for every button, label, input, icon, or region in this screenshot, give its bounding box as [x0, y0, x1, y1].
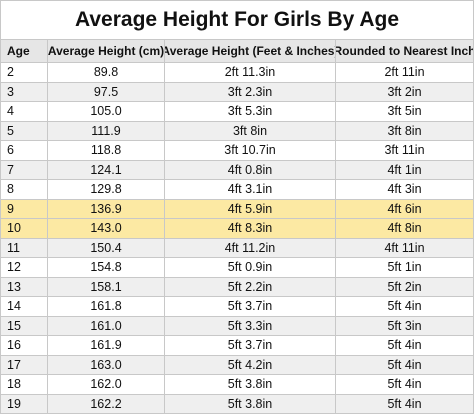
table-cell: 5ft 2in	[336, 277, 473, 296]
table-cell: 4ft 3in	[336, 180, 473, 199]
table-cell: 4ft 1in	[336, 160, 473, 179]
table-cell: 5ft 4.2in	[165, 355, 335, 374]
table-cell: 5ft 4in	[336, 336, 473, 355]
table-cell: 3ft 10.7in	[165, 141, 335, 160]
table-cell: 11	[1, 238, 47, 257]
column-header: Average Height (cm)	[48, 40, 164, 62]
table-cell: 4ft 5.9in	[165, 199, 335, 218]
table-cell: 143.0	[48, 219, 164, 238]
table-cell: 18	[1, 375, 47, 394]
column-header: Average Height (Feet & Inches)	[165, 40, 335, 62]
table-cell: 4	[1, 102, 47, 121]
table-cell: 5ft 3.3in	[165, 316, 335, 335]
table-cell: 124.1	[48, 160, 164, 179]
table-cell: 19	[1, 394, 47, 413]
table-cell: 3ft 2in	[336, 82, 473, 101]
table-cell: 8	[1, 180, 47, 199]
table-cell: 154.8	[48, 258, 164, 277]
table-cell: 3ft 2.3in	[165, 82, 335, 101]
table-cell: 129.8	[48, 180, 164, 199]
table-cell: 3ft 5.3in	[165, 102, 335, 121]
table-cell: 15	[1, 316, 47, 335]
table-title: Average Height For Girls By Age	[1, 1, 473, 39]
table-cell: 4ft 3.1in	[165, 180, 335, 199]
table-cell: 5ft 2.2in	[165, 277, 335, 296]
table-cell: 16	[1, 336, 47, 355]
table-cell: 4ft 11.2in	[165, 238, 335, 257]
table-cell: 2ft 11in	[336, 63, 473, 82]
table-cell: 3ft 11in	[336, 141, 473, 160]
table-cell: 161.8	[48, 297, 164, 316]
table-cell: 4ft 6in	[336, 199, 473, 218]
table-cell: 5ft 3.8in	[165, 375, 335, 394]
table-cell: 150.4	[48, 238, 164, 257]
table-cell: 3ft 5in	[336, 102, 473, 121]
table-cell: 5ft 4in	[336, 375, 473, 394]
table-cell: 17	[1, 355, 47, 374]
table-cell: 5ft 1in	[336, 258, 473, 277]
table-cell: 5ft 3in	[336, 316, 473, 335]
table-cell: 5ft 4in	[336, 355, 473, 374]
table-cell: 5ft 3.7in	[165, 336, 335, 355]
table-cell: 6	[1, 141, 47, 160]
table-cell: 163.0	[48, 355, 164, 374]
table-cell: 5ft 0.9in	[165, 258, 335, 277]
table-cell: 12	[1, 258, 47, 277]
table-cell: 2ft 11.3in	[165, 63, 335, 82]
table-cell: 2	[1, 63, 47, 82]
table-cell: 13	[1, 277, 47, 296]
table-cell: 4ft 0.8in	[165, 160, 335, 179]
table-cell: 10	[1, 219, 47, 238]
table-cell: 97.5	[48, 82, 164, 101]
table-cell: 3ft 8in	[336, 121, 473, 140]
table-cell: 9	[1, 199, 47, 218]
table-cell: 4ft 8in	[336, 219, 473, 238]
table-cell: 3	[1, 82, 47, 101]
table-cell: 118.8	[48, 141, 164, 160]
table-cell: 136.9	[48, 199, 164, 218]
column-header: Age	[1, 40, 47, 62]
table-cell: 162.2	[48, 394, 164, 413]
table-cell: 4ft 11in	[336, 238, 473, 257]
table-cell: 5ft 3.7in	[165, 297, 335, 316]
table-cell: 5ft 3.8in	[165, 394, 335, 413]
table-cell: 105.0	[48, 102, 164, 121]
table-cell: 5ft 4in	[336, 297, 473, 316]
table-cell: 14	[1, 297, 47, 316]
table-cell: 162.0	[48, 375, 164, 394]
table-cell: 89.8	[48, 63, 164, 82]
table-cell: 7	[1, 160, 47, 179]
column-header: Rounded to Nearest Inch	[336, 40, 473, 62]
table-cell: 5ft 4in	[336, 394, 473, 413]
table-cell: 3ft 8in	[165, 121, 335, 140]
table-cell: 111.9	[48, 121, 164, 140]
table-cell: 158.1	[48, 277, 164, 296]
table-cell: 161.9	[48, 336, 164, 355]
table-cell: 5	[1, 121, 47, 140]
table-cell: 4ft 8.3in	[165, 219, 335, 238]
table-cell: 161.0	[48, 316, 164, 335]
